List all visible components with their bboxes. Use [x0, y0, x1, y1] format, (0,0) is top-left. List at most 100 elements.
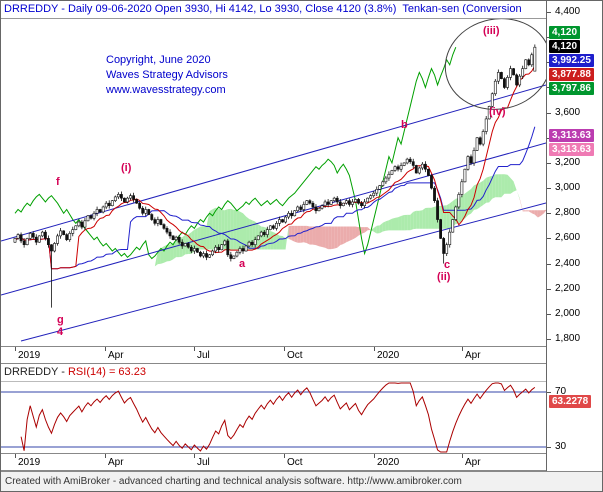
ichimoku-cloud-segment [391, 217, 395, 231]
wave-label-g: g [57, 314, 64, 326]
price-tick-label: 2,600 [555, 232, 581, 244]
price-tick [547, 213, 551, 215]
candle-body [186, 243, 190, 248]
candle-body [332, 197, 336, 201]
candle-body [433, 187, 436, 201]
ichimoku-cloud-segment [136, 267, 140, 269]
candle-body [43, 231, 47, 239]
candle-body [50, 244, 53, 252]
ichimoku-cloud-segment [504, 174, 508, 194]
price-tick [547, 288, 551, 290]
ichimoku-cloud-segment [419, 210, 423, 229]
candle-body [442, 238, 446, 254]
candle-body [177, 236, 181, 243]
candle-body [363, 201, 367, 207]
candle-body [490, 93, 494, 107]
ichimoku-cloud-segment [379, 222, 383, 234]
ichimoku-cloud-segment [227, 208, 231, 250]
candle-body [77, 221, 81, 227]
candle-body [463, 168, 467, 183]
candle-body [107, 202, 111, 207]
candle-body [37, 235, 41, 243]
candle-body [451, 219, 455, 233]
candle-body [214, 246, 218, 252]
ichimoku-cloud-segment [312, 226, 316, 246]
candle-body [475, 137, 479, 151]
candle-body [499, 72, 503, 79]
candle-body [281, 219, 284, 223]
candle-body [509, 68, 512, 78]
ichimoku-cloud-segment [416, 210, 420, 229]
copyright-block: Copyright, June 2020 Waves Strategy Advi… [106, 53, 228, 98]
ichimoku-cloud-segment [282, 236, 286, 250]
ichimoku-cloud-segment [543, 209, 546, 214]
price-tick [547, 313, 551, 315]
ichimoku-cloud-segment [206, 211, 210, 250]
candle-body [183, 243, 187, 247]
ichimoku-cloud-segment [218, 208, 222, 250]
status-link[interactable]: http://www.amibroker.com [347, 476, 462, 487]
rsi-chart[interactable] [1, 382, 546, 453]
ichimoku-cloud-segment [325, 226, 329, 250]
main-price-chart[interactable]: f (i) a b c(ii) (iii) (iv) g4 [1, 19, 546, 346]
ichimoku-cloud-segment [154, 250, 158, 267]
candle-body [80, 221, 84, 228]
ichimoku-cloud-segment [291, 225, 295, 242]
candle-body [271, 225, 275, 229]
ichimoku-cloud-segment [197, 226, 201, 250]
price-tick [547, 263, 551, 265]
price-tick-label: 2,200 [555, 282, 581, 294]
ichimoku-cloud-segment [221, 210, 225, 250]
rsi-symbol: DRREDDY - [4, 366, 68, 378]
candle-body [162, 224, 166, 229]
candle-body [436, 200, 439, 220]
candle-body [430, 175, 433, 189]
candle-body [156, 219, 160, 224]
ichimoku-cloud-segment [279, 235, 283, 250]
candle-body [369, 195, 373, 199]
candle-body [323, 201, 327, 207]
price-tick-label: 3,200 [555, 156, 581, 168]
ichimoku-cloud-segment [331, 226, 335, 250]
date-tick [462, 454, 463, 458]
wave-label-b: b [401, 119, 408, 131]
ichimoku-cloud-segment [370, 228, 374, 232]
date-tick [374, 347, 375, 351]
candle-body [402, 162, 406, 166]
candle-body [241, 248, 245, 252]
ichimoku-cloud-segment [364, 227, 368, 233]
candle-body [302, 204, 306, 210]
candle-body [104, 202, 108, 208]
candle-body [65, 234, 69, 240]
candle-body [351, 201, 354, 205]
candle-body [335, 197, 339, 203]
candle-body [83, 220, 87, 228]
candle-body [132, 195, 135, 200]
candle-body [59, 230, 63, 237]
ichimoku-cloud-segment [361, 227, 365, 234]
candle-body [259, 231, 263, 237]
ichimoku-cloud-segment [276, 233, 280, 250]
candle-body [326, 201, 330, 205]
candle-body [150, 214, 154, 220]
ichimoku-cloud-segment [528, 210, 532, 214]
indicator-title: Tenkan-sen (Conversion [402, 3, 522, 15]
candle-body [427, 168, 430, 176]
ichimoku-cloud-segment [334, 226, 338, 249]
price-tick-label: 2,400 [555, 257, 581, 269]
candle-body [518, 75, 522, 86]
ichimoku-cloud-segment [507, 174, 511, 194]
ichimoku-cloud-segment [151, 266, 155, 268]
candle-body [16, 234, 20, 239]
ichimoku-cloud-segment [306, 225, 310, 245]
date-tick-label: 2020 [377, 457, 400, 468]
date-tick [194, 347, 195, 351]
candle-body [95, 209, 99, 214]
wave-label-4: 4 [57, 326, 64, 338]
ichimoku-cloud-segment [404, 214, 408, 231]
candle-body [372, 192, 376, 196]
date-tick-label: Jul [197, 457, 210, 468]
trend-channel-line-2 [1, 142, 546, 296]
candle-body [405, 158, 409, 164]
candle-body [74, 225, 78, 230]
